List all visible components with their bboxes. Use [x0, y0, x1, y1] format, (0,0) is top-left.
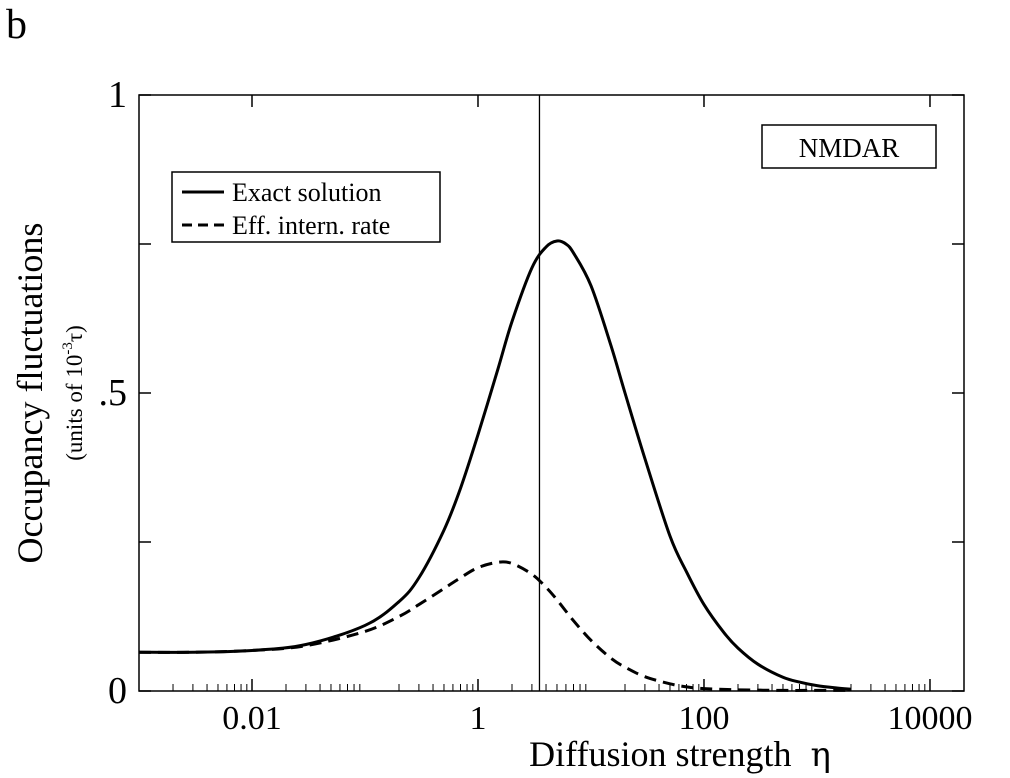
x-tick-label: 1 [469, 700, 486, 737]
legend-label-eff: Eff. intern. rate [232, 211, 390, 240]
y-axis-units-exponent: -3 [60, 342, 76, 355]
x-tick-label: 10000 [887, 700, 972, 737]
series-eff-intern-rate [138, 560, 851, 692]
x-axis-label: Diffusion strength η [529, 734, 831, 775]
y-tick-label: .5 [99, 372, 128, 414]
tick-labels: 0.01 1 100 10000 0 .5 1 [99, 74, 973, 737]
legend-label-exact: Exact solution [232, 178, 381, 207]
x-axis-label-text: Diffusion strength [529, 734, 791, 774]
axis-ticks [139, 94, 964, 692]
x-tick-label: 100 [678, 700, 729, 737]
x-axis-eta-symbol: η [810, 735, 830, 775]
series-exact-solution [138, 239, 852, 691]
y-axis-units-tail: τ) [62, 325, 87, 342]
y-tick-label: 0 [108, 670, 127, 712]
legend: Exact solution Eff. intern. rate [171, 171, 441, 243]
y-axis-label-group: Occupancy fluctuations (units of 10-3τ) [10, 223, 87, 564]
y-axis-label: Occupancy fluctuations [10, 223, 50, 564]
annotation-box [761, 124, 937, 169]
legend-box [171, 171, 441, 243]
panel-label: b [6, 2, 27, 48]
y-axis-units-base: (units of 10 [62, 355, 87, 461]
y-axis-units: (units of 10-3τ) [60, 325, 87, 460]
series-lines [138, 239, 852, 692]
annotation-nmdar: NMDAR [799, 133, 900, 163]
y-tick-label: 1 [108, 74, 127, 116]
x-tick-label: 0.01 [222, 700, 282, 737]
